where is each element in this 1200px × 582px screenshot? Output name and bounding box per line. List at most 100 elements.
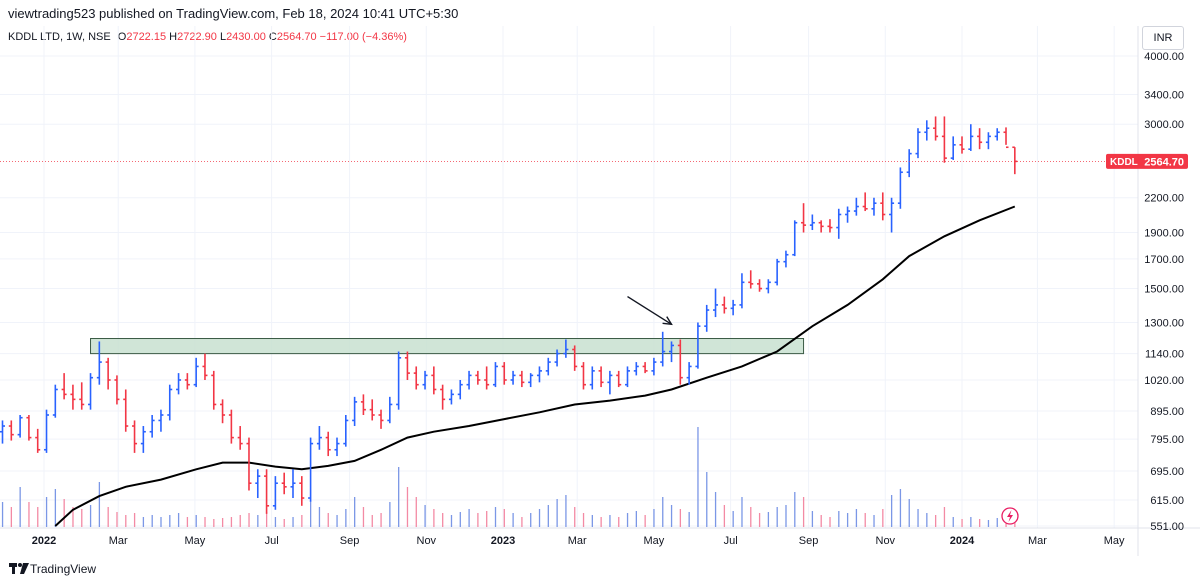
- ohlc-bar[interactable]: [704, 304, 710, 332]
- ohlc-bar[interactable]: [272, 476, 278, 510]
- ohlc-bar[interactable]: [853, 197, 859, 216]
- ohlc-bar[interactable]: [352, 396, 358, 427]
- ohlc-bar[interactable]: [616, 370, 622, 388]
- ohlc-bar[interactable]: [140, 426, 146, 453]
- ohlc-bar[interactable]: [624, 366, 630, 388]
- ohlc-bar[interactable]: [404, 351, 410, 380]
- price-chart[interactable]: 551.00 615.00 695.00 795.00 895.00 1020.00 114…: [0, 0, 1200, 556]
- ohlc-bar[interactable]: [457, 379, 463, 400]
- time-axis[interactable]: 2022 Mar May Jul Sep Nov 2023 Mar May Jul Sep Nov 20…: [32, 535, 1125, 547]
- ohlc-bar[interactable]: [906, 149, 912, 178]
- ohlc-bar[interactable]: [580, 362, 586, 390]
- ohlc-bar[interactable]: [695, 322, 701, 369]
- ohlc-bar[interactable]: [968, 124, 974, 151]
- flash-icon[interactable]: [1001, 507, 1019, 525]
- ohlc-bar[interactable]: [281, 472, 287, 495]
- ohlc-bar[interactable]: [123, 389, 129, 432]
- ohlc-bar[interactable]: [466, 370, 472, 390]
- ohlc-bar[interactable]: [0, 420, 6, 444]
- arrow-annotation[interactable]: [627, 295, 673, 326]
- ohlc-bar[interactable]: [422, 370, 428, 390]
- ohlc-bar[interactable]: [431, 366, 437, 395]
- ohlc-bar[interactable]: [528, 373, 534, 388]
- ohlc-bar[interactable]: [950, 136, 956, 160]
- ohlc-bar[interactable]: [105, 357, 111, 390]
- ohlc-bar[interactable]: [721, 296, 727, 314]
- ohlc-bar[interactable]: [1003, 127, 1009, 149]
- ohlc-bar[interactable]: [801, 203, 807, 233]
- ohlc-bar[interactable]: [255, 469, 261, 499]
- ohlc-bar[interactable]: [334, 437, 340, 457]
- ohlc-bar[interactable]: [35, 428, 41, 453]
- ohlc-bar[interactable]: [484, 366, 490, 390]
- ohlc-bar[interactable]: [193, 357, 199, 388]
- ohlc-bar[interactable]: [132, 420, 138, 453]
- ohlc-bar[interactable]: [114, 375, 120, 405]
- ohlc-bar[interactable]: [757, 279, 763, 292]
- ohlc-bar[interactable]: [871, 197, 877, 216]
- ohlc-bar[interactable]: [149, 414, 155, 438]
- ohlc-bar[interactable]: [669, 341, 675, 363]
- ohlc-bar[interactable]: [8, 420, 14, 441]
- ohlc-bar[interactable]: [897, 167, 903, 209]
- ohlc-bar[interactable]: [651, 357, 657, 376]
- ohlc-bar[interactable]: [985, 132, 991, 150]
- ohlc-bar[interactable]: [369, 399, 375, 421]
- ohlc-bar[interactable]: [299, 476, 305, 506]
- ohlc-bars[interactable]: [0, 116, 1018, 514]
- ohlc-bar[interactable]: [228, 409, 234, 444]
- ohlc-bar[interactable]: [924, 120, 930, 141]
- ohlc-bar[interactable]: [475, 370, 481, 385]
- ohlc-bar[interactable]: [519, 370, 525, 388]
- ohlc-bar[interactable]: [88, 373, 94, 410]
- ohlc-bar[interactable]: [536, 366, 542, 383]
- ohlc-bar[interactable]: [316, 426, 322, 450]
- ohlc-bar[interactable]: [343, 414, 349, 447]
- ohlc-bar[interactable]: [633, 362, 639, 376]
- ohlc-bar[interactable]: [809, 214, 815, 231]
- ohlc-bar[interactable]: [52, 384, 58, 418]
- ohlc-bar[interactable]: [862, 192, 868, 212]
- ohlc-bar[interactable]: [554, 349, 560, 367]
- ohlc-bar[interactable]: [941, 116, 947, 163]
- price-axis[interactable]: 551.00 615.00 695.00 795.00 895.00 1020.00 114…: [1144, 51, 1184, 533]
- ohlc-bar[interactable]: [44, 409, 50, 453]
- ohlc-bar[interactable]: [977, 128, 983, 150]
- ohlc-bar[interactable]: [61, 373, 67, 400]
- ohlc-bar[interactable]: [765, 279, 771, 294]
- ohlc-bar[interactable]: [572, 345, 578, 371]
- ohlc-bar[interactable]: [686, 362, 692, 385]
- ohlc-bar[interactable]: [994, 128, 1000, 141]
- ohlc-bar[interactable]: [915, 128, 921, 159]
- ohlc-bar[interactable]: [880, 192, 886, 221]
- resistance-zone[interactable]: [90, 338, 805, 355]
- ohlc-bar[interactable]: [660, 331, 666, 367]
- ohlc-bar[interactable]: [642, 362, 648, 374]
- ohlc-bar[interactable]: [440, 384, 446, 410]
- ohlc-bar[interactable]: [933, 116, 939, 141]
- ohlc-bar[interactable]: [176, 373, 182, 395]
- ohlc-bar[interactable]: [325, 431, 331, 457]
- ohlc-bar[interactable]: [167, 384, 173, 421]
- ohlc-bar[interactable]: [26, 414, 32, 441]
- ohlc-bar[interactable]: [607, 370, 613, 395]
- moving-average-line[interactable]: [54, 205, 1016, 527]
- ohlc-bar[interactable]: [360, 394, 366, 415]
- ohlc-bar[interactable]: [79, 382, 85, 410]
- ohlc-bar[interactable]: [563, 339, 569, 358]
- ohlc-bar[interactable]: [827, 219, 833, 233]
- ohlc-bar[interactable]: [589, 366, 595, 390]
- ohlc-bar[interactable]: [96, 341, 102, 385]
- currency-button[interactable]: INR: [1142, 26, 1184, 50]
- ohlc-bar[interactable]: [598, 366, 604, 388]
- ohlc-bar[interactable]: [845, 206, 851, 223]
- ohlc-bar[interactable]: [308, 437, 314, 502]
- ohlc-bar[interactable]: [545, 357, 551, 376]
- ohlc-bar[interactable]: [501, 362, 507, 385]
- ohlc-bar[interactable]: [818, 220, 824, 233]
- ohlc-bar[interactable]: [378, 409, 384, 429]
- ohlc-bar[interactable]: [889, 197, 895, 233]
- ohlc-bar[interactable]: [246, 437, 252, 491]
- ohlc-bar[interactable]: [792, 220, 798, 257]
- ohlc-bar[interactable]: [448, 389, 454, 405]
